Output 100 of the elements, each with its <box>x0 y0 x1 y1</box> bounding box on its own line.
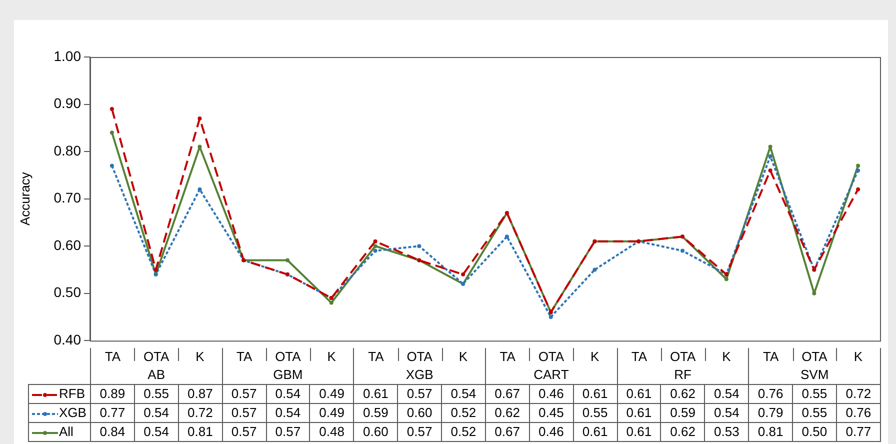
point <box>373 239 378 244</box>
data-label: 0.59 <box>354 404 398 422</box>
data-label: 0.55 <box>792 404 836 422</box>
data-label: 0.50 <box>792 422 836 442</box>
x-tick-label: OTA <box>274 348 302 366</box>
text: GBM <box>222 366 354 384</box>
data-label: 0.81 <box>178 422 222 442</box>
data-label: 0.46 <box>529 422 574 442</box>
legend-label: RFB <box>59 386 85 401</box>
data-label: 0.61 <box>573 384 618 404</box>
point <box>198 116 202 120</box>
x-tick-label: K <box>458 348 469 366</box>
data-label: 0.57 <box>398 384 442 404</box>
point <box>198 187 202 192</box>
y-tick-label: 0.70 <box>54 190 82 206</box>
point <box>504 234 509 239</box>
y-tick-label: 0.80 <box>54 142 82 158</box>
point <box>548 314 553 319</box>
data-label: 0.48 <box>310 422 354 442</box>
data-label: 0.67 <box>485 384 530 404</box>
point <box>680 248 684 253</box>
point <box>286 258 290 262</box>
data-label: 0.62 <box>660 422 705 442</box>
point <box>373 244 378 248</box>
x-tick-label: TA <box>617 348 661 366</box>
y-tick-label: 0.50 <box>54 284 82 300</box>
point <box>592 268 597 272</box>
y-tick-label: 1.00 <box>54 48 82 64</box>
data-label: 0.54 <box>704 384 749 404</box>
data-label: 0.55 <box>573 404 618 422</box>
x-tick-label: TA <box>90 348 134 366</box>
point <box>110 130 114 135</box>
data-label: 0.52 <box>442 404 486 422</box>
x-tick-label: TA <box>485 348 530 366</box>
data-label: 0.79 <box>748 404 793 422</box>
data-label: 0.60 <box>354 422 398 442</box>
data-label: 0.72 <box>836 384 880 404</box>
data-label: 0.60 <box>398 404 442 422</box>
point <box>110 164 114 168</box>
legend-label: All <box>59 424 74 439</box>
data-label: 0.57 <box>266 422 310 442</box>
data-label: 0.54 <box>704 404 749 422</box>
point <box>856 187 860 192</box>
x-tick-label: K <box>326 348 337 366</box>
x-tick-label: OTA <box>537 348 566 366</box>
text: XGB <box>354 366 486 384</box>
point <box>110 106 114 111</box>
y-tick-label: 0.60 <box>54 236 82 253</box>
data-label: 0.61 <box>617 384 661 404</box>
data-label: 0.54 <box>134 422 178 442</box>
x-tick-label: OTA <box>406 348 434 366</box>
data-label: 0.55 <box>134 384 178 404</box>
x-tick-label: OTA <box>800 348 828 366</box>
data-label: 0.49 <box>310 384 354 404</box>
point <box>461 272 466 276</box>
text: CART <box>485 366 618 384</box>
data-label: 0.59 <box>660 404 705 422</box>
x-tick-label: K <box>589 348 600 366</box>
data-label: 0.54 <box>442 384 486 404</box>
x-tick-label: K <box>194 348 206 366</box>
data-label: 0.57 <box>222 384 266 404</box>
legend-label: XGB <box>59 405 86 420</box>
data-label: 0.77 <box>90 404 134 422</box>
data-label: 0.54 <box>134 404 178 422</box>
point <box>417 244 422 248</box>
point <box>329 300 334 305</box>
data-label: 0.49 <box>310 404 354 422</box>
point <box>768 154 772 158</box>
data-label: 0.54 <box>266 384 310 404</box>
data-label: 0.55 <box>792 384 836 404</box>
point <box>198 144 202 149</box>
text: RF <box>617 366 749 384</box>
point <box>856 168 860 172</box>
point <box>812 291 816 296</box>
data-label: 0.77 <box>836 422 880 442</box>
x-tick-label: TA <box>748 348 793 366</box>
text: AB <box>90 366 222 384</box>
data-label: 0.62 <box>485 404 530 422</box>
point <box>856 164 860 168</box>
point <box>154 268 158 272</box>
y-tick-label: 0.40 <box>54 331 82 348</box>
data-label: 0.46 <box>529 384 574 404</box>
data-label: 0.54 <box>266 404 310 422</box>
data-label: 0.57 <box>398 422 442 442</box>
point <box>724 277 728 282</box>
data-label: 0.72 <box>178 404 222 422</box>
data-label: 0.57 <box>222 422 266 442</box>
x-tick-label: K <box>836 348 880 366</box>
y-axis-title: Accuracy <box>17 172 32 226</box>
point <box>768 144 772 149</box>
data-label: 0.76 <box>748 384 793 404</box>
data-label: 0.89 <box>90 384 134 404</box>
data-label: 0.61 <box>617 404 661 422</box>
data-label: 0.62 <box>660 384 705 404</box>
text: SVM <box>748 366 880 384</box>
data-label: 0.57 <box>222 404 266 422</box>
data-label: 0.53 <box>704 422 749 442</box>
data-label: 0.52 <box>442 422 486 442</box>
data-label: 0.87 <box>178 384 222 404</box>
data-label: 0.81 <box>748 422 793 442</box>
